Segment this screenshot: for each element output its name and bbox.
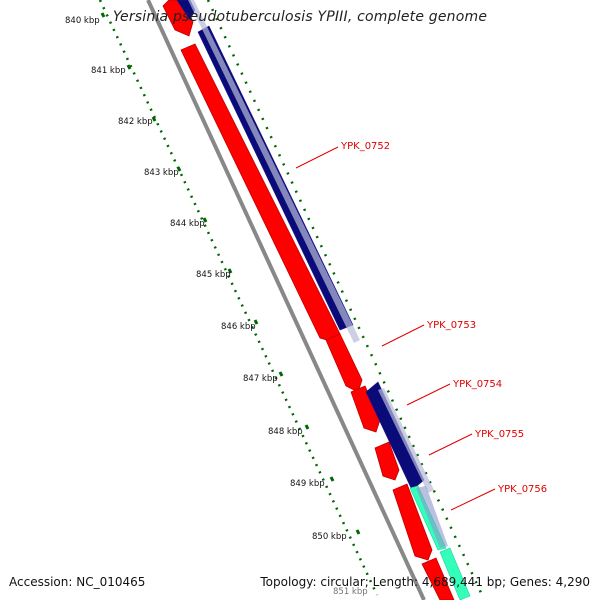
ruler-label: 849 kbp	[290, 479, 325, 489]
backbone-line	[146, 0, 426, 600]
ruler-label: 846 kbp	[221, 322, 256, 332]
cds-arrow[interactable]	[374, 441, 400, 481]
ruler-label: 840 kbp	[65, 16, 100, 26]
ruler-tick	[278, 371, 284, 377]
reverse-track-halo	[188, 0, 434, 493]
ruler-tick	[151, 116, 157, 122]
misc-feature-shade	[416, 486, 448, 548]
ruler-label: 842 kbp	[118, 117, 153, 127]
forward-cds-track	[162, 0, 455, 600]
gene-label[interactable]: YPK_0752	[340, 141, 390, 152]
ruler-label: 851 kbp	[333, 587, 368, 597]
gene-label[interactable]: YPK_0755	[474, 429, 524, 440]
ruler-tick	[329, 476, 335, 482]
gene-label-lines	[295, 146, 496, 511]
ruler-label: 850 kbp	[312, 532, 347, 542]
ruler-tick	[202, 217, 208, 223]
genome-summary-text: Topology: circular; Length: 4,689,441 bp…	[260, 575, 590, 589]
accession-text: Accession: NC_010465	[9, 575, 146, 589]
cds-arrow[interactable]	[350, 385, 381, 433]
gene-label[interactable]: YPK_0753	[426, 320, 476, 331]
gene-label[interactable]: YPK_0756	[497, 484, 547, 495]
ruler-label: 845 kbp	[196, 270, 231, 280]
reverse-cds-track	[176, 0, 425, 491]
cds-arrow[interactable]	[392, 483, 433, 561]
ruler-ticks	[100, 12, 361, 535]
ruler-label: 848 kbp	[268, 427, 303, 437]
ruler-tick	[304, 424, 310, 430]
cds-arrow[interactable]	[325, 333, 363, 393]
ruler-label: 847 kbp	[243, 374, 278, 384]
ruler-label: 844 kbp	[170, 219, 205, 229]
misc-feature[interactable]	[439, 547, 471, 600]
cds-arrow[interactable]	[180, 43, 341, 343]
ruler-tick	[355, 529, 361, 535]
ruler-tick	[253, 319, 259, 325]
ruler-tick	[227, 268, 233, 274]
ruler-tick	[176, 166, 182, 172]
ruler-tick	[100, 12, 106, 18]
ruler-tick	[126, 64, 132, 70]
ruler-dotted-track	[98, 0, 379, 596]
gene-label[interactable]: YPK_0754	[452, 379, 502, 390]
cds-arrow[interactable]	[421, 557, 455, 600]
genome-title: Yersinia pseudotuberculosis YPIII, compl…	[112, 9, 488, 25]
ruler-label: 841 kbp	[91, 66, 126, 76]
ruler-label: 843 kbp	[144, 168, 179, 178]
outer-dotted-track	[206, 0, 484, 596]
